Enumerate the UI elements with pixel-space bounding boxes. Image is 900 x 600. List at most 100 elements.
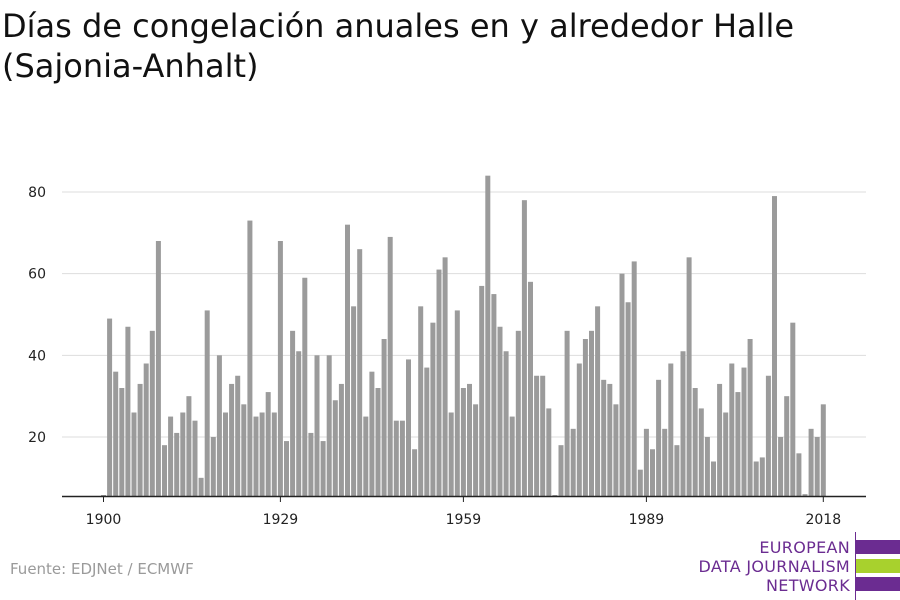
bar	[369, 371, 375, 496]
bar	[625, 302, 631, 496]
bar	[680, 351, 686, 496]
bar	[723, 412, 729, 496]
bar	[149, 330, 155, 496]
bar	[143, 363, 149, 496]
chart-title: Días de congelación anuales en y alreded…	[2, 7, 795, 85]
bar	[619, 273, 625, 496]
bar	[741, 367, 747, 496]
logo-bar-purple-top	[856, 540, 900, 554]
bar	[332, 400, 338, 496]
bar	[509, 416, 515, 496]
bar	[570, 428, 576, 496]
bar	[320, 441, 326, 496]
bar	[808, 428, 814, 496]
bar	[290, 330, 296, 496]
bar	[491, 294, 497, 496]
bar	[162, 445, 167, 496]
bar	[247, 220, 253, 496]
bar	[521, 200, 527, 497]
bar	[503, 351, 509, 496]
bar	[180, 412, 186, 496]
bar	[308, 432, 314, 496]
bar	[711, 461, 716, 496]
bar	[235, 375, 241, 496]
bar	[820, 404, 826, 496]
bar	[662, 428, 668, 496]
bar	[424, 367, 430, 496]
bar	[442, 257, 448, 496]
bar	[448, 412, 454, 496]
bar	[412, 449, 418, 496]
bar	[668, 363, 674, 496]
edjnet-logo: EUROPEAN DATA JOURNALISM NETWORK	[699, 532, 900, 600]
bar	[277, 241, 283, 496]
bar	[473, 404, 479, 496]
bar	[729, 363, 735, 496]
bar	[338, 383, 344, 496]
bar	[393, 420, 399, 496]
x-axis-ticks: 1900 1929 1959 1989 2018	[86, 496, 841, 528]
y-tick-label: 40	[28, 348, 46, 364]
logo-bar-green	[856, 559, 900, 573]
bar	[406, 359, 411, 496]
bar	[259, 412, 265, 496]
bar	[125, 326, 131, 496]
bar	[692, 388, 698, 496]
bar	[460, 388, 466, 496]
bar	[601, 379, 607, 496]
bar	[747, 339, 753, 496]
y-tick-label: 60	[28, 267, 46, 283]
bar	[351, 306, 357, 496]
bar	[454, 310, 460, 496]
bar	[546, 408, 552, 496]
bar	[564, 330, 570, 496]
x-tick-label: 1929	[263, 512, 299, 528]
bar	[485, 175, 491, 497]
bar	[345, 224, 350, 497]
bar	[363, 416, 369, 496]
bar	[137, 383, 143, 496]
x-tick-label: 1989	[629, 512, 665, 528]
bar	[216, 355, 222, 496]
bar	[271, 412, 277, 496]
bar	[814, 437, 820, 496]
bar	[113, 371, 119, 496]
bar	[686, 257, 692, 496]
bar	[357, 249, 363, 496]
bar	[284, 441, 289, 496]
bar	[735, 392, 741, 496]
bar	[589, 330, 594, 496]
logo-bar-purple-bottom	[856, 577, 900, 591]
x-tick-label: 2018	[805, 512, 841, 528]
bar	[650, 449, 655, 496]
bar	[210, 437, 216, 496]
x-tick-label: 1959	[446, 512, 482, 528]
bar	[759, 457, 765, 496]
bar	[784, 396, 790, 496]
bar	[399, 420, 405, 496]
bar	[296, 351, 302, 496]
source-note: Fuente: EDJNet / ECMWF	[10, 560, 194, 578]
bar	[772, 196, 777, 496]
bar	[265, 392, 271, 496]
bar	[552, 495, 558, 496]
bar	[198, 477, 204, 496]
bar	[430, 322, 436, 496]
bar	[119, 388, 125, 496]
bar	[131, 412, 137, 496]
bar	[595, 306, 601, 496]
bar	[387, 236, 393, 497]
bar	[607, 383, 613, 496]
logo-line-3: NETWORK	[766, 576, 850, 595]
bar	[613, 404, 619, 496]
bar	[704, 437, 710, 496]
bar	[796, 453, 802, 496]
bar	[631, 261, 637, 496]
bar	[497, 326, 503, 496]
bar	[528, 281, 533, 496]
bar	[765, 375, 771, 496]
bar	[643, 428, 649, 496]
bar	[467, 383, 472, 496]
bar-chart: 20 40 60 80 1900 1929 1959 1989 2018	[28, 175, 866, 528]
bar	[241, 404, 247, 496]
